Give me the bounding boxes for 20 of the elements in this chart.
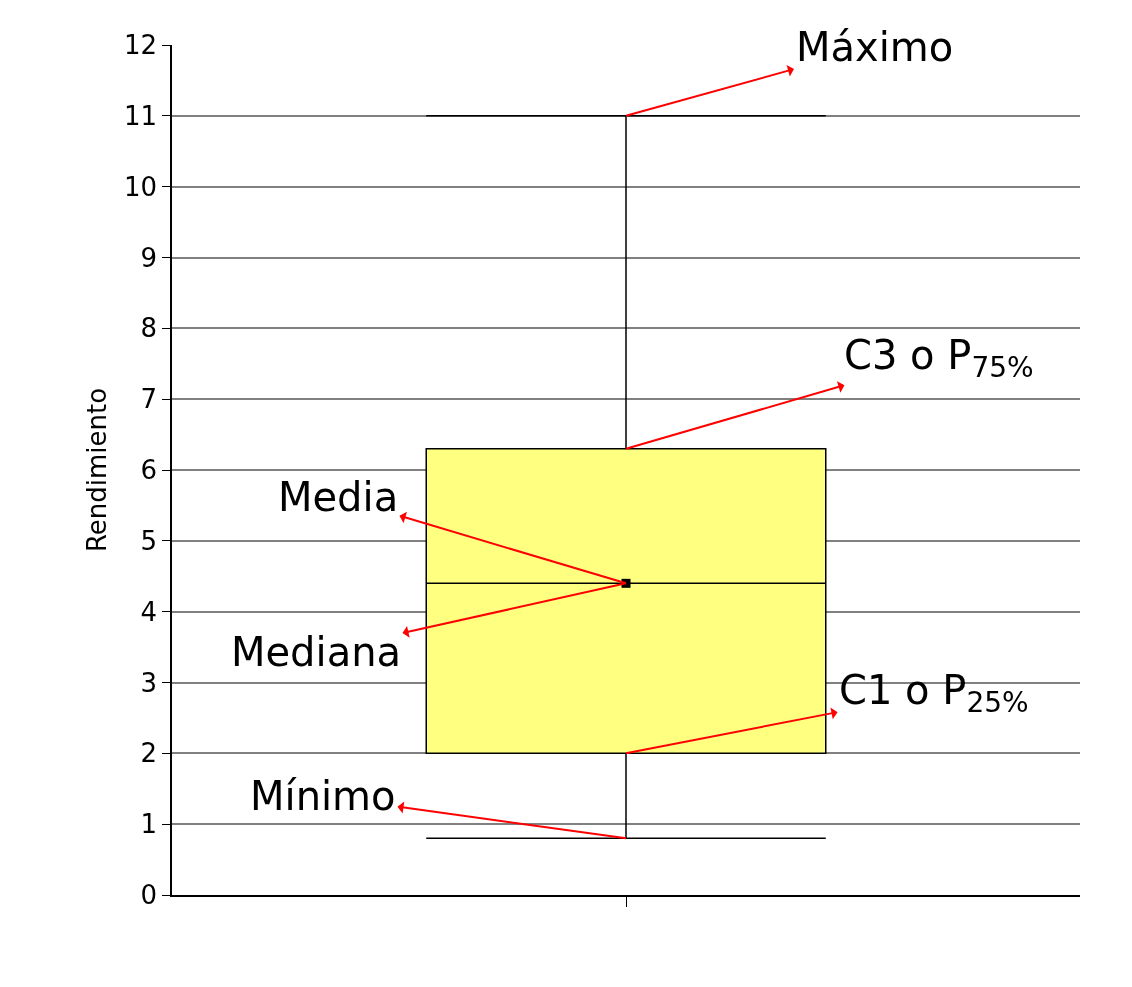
y-tick-label: 11 — [123, 100, 158, 131]
y-tick-label: 12 — [123, 30, 158, 61]
y-tick-label: 4 — [140, 596, 158, 627]
y-tick-label: 10 — [123, 171, 158, 202]
y-tick-label: 8 — [140, 313, 158, 344]
y-tick-label: 9 — [140, 242, 158, 273]
annotation: Media — [278, 474, 399, 520]
annotation: Mediana — [231, 629, 401, 675]
annotation: C1 o P$_{25%}$ — [839, 667, 1029, 720]
annotation: Máximo — [796, 24, 954, 70]
y-tick-label: 0 — [140, 880, 158, 911]
y-tick-label: 2 — [140, 738, 158, 769]
y-tick-label: 1 — [140, 809, 158, 840]
y-tick-label: 7 — [140, 384, 158, 415]
annotation: C3 o P$_{75%}$ — [844, 332, 1034, 385]
y-tick-label: 6 — [140, 455, 158, 486]
y-tick-label: 5 — [140, 525, 158, 556]
y-axis-title: Rendimiento — [81, 387, 112, 553]
y-tick-label: 3 — [140, 667, 158, 698]
annotation: Mínimo — [250, 773, 396, 819]
